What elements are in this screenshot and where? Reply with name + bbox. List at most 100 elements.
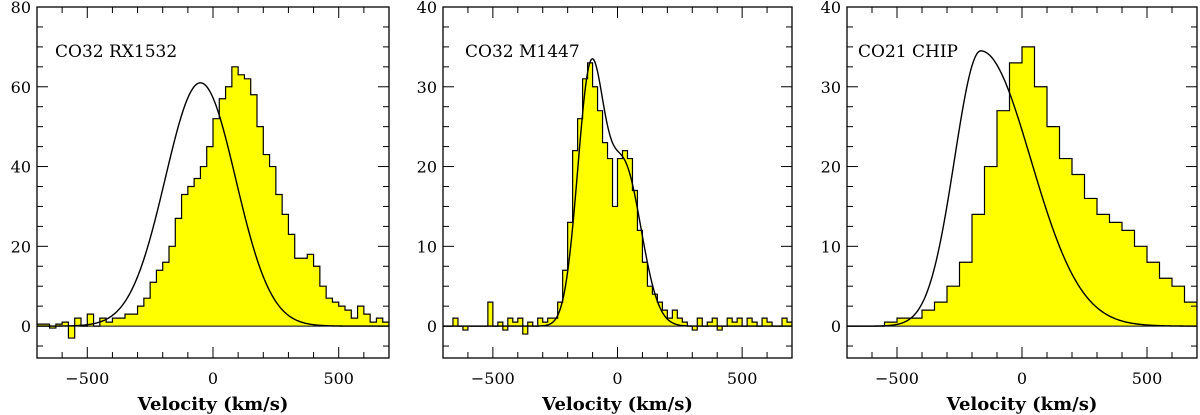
- histogram-bin: [332, 302, 340, 327]
- histogram-bin: [275, 194, 283, 327]
- histogram-bin: [922, 310, 935, 327]
- histogram-bin: [319, 286, 327, 327]
- histogram-bin: [577, 118, 583, 327]
- histogram-bin: [682, 322, 688, 327]
- histogram-bin: [672, 310, 678, 327]
- histogram-bin: [972, 214, 985, 327]
- y-tick-label: 30: [417, 78, 437, 97]
- panel-co32-m1447: −500 0 500 0 10 20 30 40 CO32 M1447 Velocity (km/…: [417, 0, 793, 415]
- histogram-bin: [137, 306, 145, 327]
- x-tick-label: 500: [323, 369, 354, 388]
- plot-area: [847, 46, 1197, 327]
- histogram-bin: [582, 78, 588, 327]
- histogram-bin: [269, 166, 277, 327]
- panel-co32-rx1532: −500 0 500 0 20 40 60 80 CO32 RX1532 Velocity (km…: [11, 0, 409, 415]
- histogram-bin: [947, 286, 960, 327]
- histogram-bin: [213, 118, 220, 327]
- histogram-bin: [206, 146, 214, 327]
- histogram-bin: [382, 322, 389, 327]
- histogram-bin: [1109, 222, 1123, 327]
- x-tick-label: 500: [1132, 369, 1163, 388]
- histogram-bin: [502, 326, 509, 331]
- histogram-bin: [587, 62, 593, 327]
- y-tick-label: 0: [21, 317, 31, 336]
- y-tick-label: 10: [417, 237, 437, 256]
- histogram-bin: [395, 314, 402, 326]
- histogram-bin: [313, 266, 321, 327]
- panel-co21-chip: −500 0 500 0 10 20 30 40 CO21 CHIP Velocity (km/s…: [821, 0, 1198, 415]
- fit-curve: [37, 82, 389, 327]
- histogram-bin: [747, 318, 753, 327]
- histogram-bin: [517, 318, 524, 327]
- histogram-bin: [567, 222, 574, 327]
- histogram-bin: [225, 86, 233, 327]
- histogram-bin: [782, 318, 788, 327]
- histogram-bin: [692, 326, 698, 331]
- plot-area: [37, 66, 409, 339]
- y-tick-label: 40: [11, 158, 31, 177]
- histogram-outline: [37, 66, 389, 339]
- plot-area: [443, 57, 792, 335]
- histogram-bin: [542, 322, 549, 327]
- histogram-bin: [617, 158, 623, 327]
- histogram-bin: [562, 270, 569, 327]
- histogram-bin: [592, 86, 598, 327]
- histogram-bin: [357, 306, 365, 327]
- histogram-bin: [607, 158, 613, 327]
- histogram-bin: [402, 326, 409, 330]
- histogram-bin: [1147, 262, 1160, 327]
- histogram-bin: [175, 218, 182, 327]
- x-tick-label: −500: [875, 369, 919, 388]
- x-tick-label: 0: [1017, 369, 1027, 388]
- histogram-bin: [169, 246, 176, 327]
- histogram-bin: [1084, 198, 1098, 327]
- histogram-bin: [762, 318, 768, 327]
- histogram-bin: [150, 282, 157, 327]
- x-tick-label: 500: [727, 369, 758, 388]
- histogram-bin: [43, 324, 50, 327]
- histogram-bin: [1059, 158, 1073, 327]
- fit-curve: [847, 50, 1197, 327]
- histogram-bin: [537, 318, 544, 327]
- histogram-bin: [338, 306, 346, 327]
- histogram-bin: [125, 314, 132, 327]
- histogram-bin: [697, 318, 703, 327]
- histogram-bin: [1172, 286, 1185, 327]
- histogram-bin: [231, 66, 239, 327]
- histogram-bin: [557, 302, 564, 327]
- histogram-bin: [363, 314, 371, 327]
- histogram-bin: [87, 314, 94, 327]
- y-tick-label: 0: [831, 317, 841, 336]
- histogram-bin: [597, 110, 603, 327]
- histogram-bin: [497, 322, 504, 327]
- histogram-bin: [522, 326, 529, 335]
- histogram-bin: [752, 322, 758, 327]
- histogram-bin: [219, 98, 226, 327]
- histogram-bin: [487, 302, 494, 327]
- histogram-bin: [288, 234, 296, 327]
- y-tick-label: 40: [417, 0, 437, 17]
- histogram-bin: [1034, 86, 1048, 327]
- histogram-bin: [1122, 230, 1135, 327]
- histogram-outline: [847, 46, 1197, 327]
- histogram-bin: [512, 322, 519, 327]
- y-tick-label: 20: [821, 158, 841, 177]
- histogram-bin: [612, 206, 618, 327]
- histogram-bin: [462, 326, 469, 331]
- y-tick-label: 0: [427, 317, 437, 336]
- x-tick-label: 0: [208, 369, 218, 388]
- histogram-bin: [74, 318, 82, 327]
- x-axis-label: Velocity (km/s): [946, 394, 1098, 415]
- panel-title: CO32 M1447: [465, 42, 580, 62]
- y-tick-label: 40: [821, 0, 841, 17]
- histogram-bin: [717, 326, 723, 331]
- histogram-bin: [727, 318, 733, 327]
- histogram-bin: [602, 142, 608, 327]
- histogram-bin: [732, 322, 738, 327]
- histogram-bin: [767, 322, 773, 327]
- histogram-bin: [250, 94, 258, 327]
- histogram-bin: [301, 258, 308, 327]
- histogram-bin: [187, 186, 195, 327]
- x-axis-label: Velocity (km/s): [541, 394, 693, 415]
